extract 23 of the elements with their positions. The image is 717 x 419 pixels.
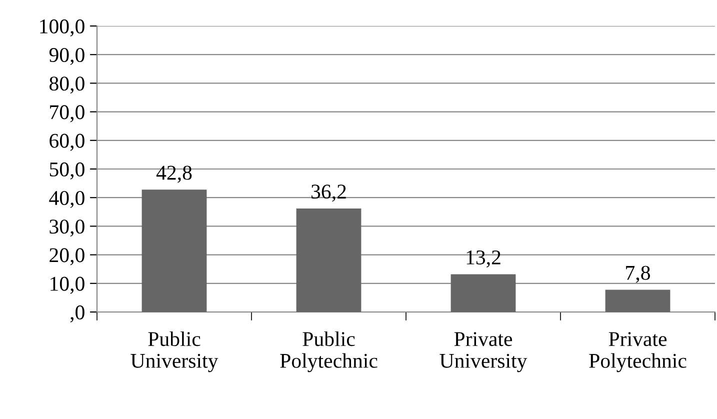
y-tick-label: 20,0 xyxy=(50,248,84,266)
x-tick-label: Public Polytechnic xyxy=(280,331,378,372)
data-label: 42,8 xyxy=(156,166,192,183)
y-tick-label: 80,0 xyxy=(50,76,84,94)
bar xyxy=(142,190,207,312)
y-tick-label: 60,0 xyxy=(50,134,84,151)
y-tick-label: 40,0 xyxy=(49,190,84,208)
y-tick-label: 90,0 xyxy=(49,48,84,66)
y-tick-label: 10,0 xyxy=(50,276,84,294)
y-tick-label: 70,0 xyxy=(50,105,84,122)
y-tick-label: ,0 xyxy=(70,305,84,322)
bar xyxy=(605,290,670,312)
bar xyxy=(450,274,516,312)
data-label: 36,2 xyxy=(312,184,346,202)
x-tick-label: Private Polytechnic xyxy=(589,332,686,372)
y-tick-label: 50,0 xyxy=(50,162,84,180)
y-tick-label: 100,0 xyxy=(40,19,84,36)
x-tick-label: Public University xyxy=(130,331,218,372)
bar xyxy=(296,208,362,312)
data-label: 7,8 xyxy=(626,266,650,283)
data-label: 13,2 xyxy=(466,250,500,268)
x-tick-label: Private University xyxy=(440,332,528,372)
y-tick-label: 30,0 xyxy=(50,220,84,237)
